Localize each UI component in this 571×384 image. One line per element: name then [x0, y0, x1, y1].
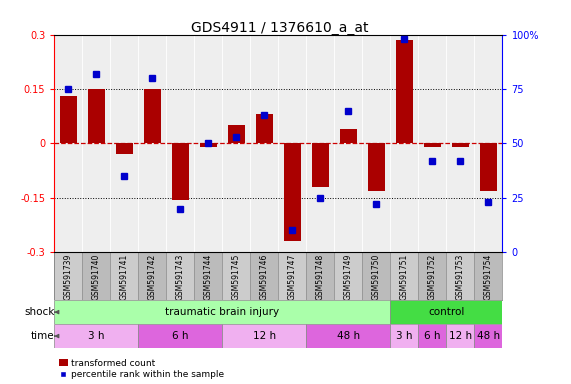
Text: GSM591746: GSM591746: [260, 254, 269, 300]
Bar: [307, 324, 391, 348]
Bar: [391, 300, 502, 324]
Bar: [144, 89, 160, 143]
Text: GSM591750: GSM591750: [372, 254, 381, 300]
Bar: [138, 252, 166, 300]
Bar: [447, 252, 475, 300]
Text: 3 h: 3 h: [396, 331, 413, 341]
Bar: [340, 129, 357, 143]
Text: control: control: [428, 307, 465, 317]
Bar: [110, 252, 138, 300]
Bar: [222, 324, 307, 348]
Text: time: time: [31, 331, 54, 341]
Bar: [307, 252, 335, 300]
Bar: [447, 324, 475, 348]
Bar: [60, 96, 77, 143]
Bar: [475, 252, 502, 300]
Text: 3 h: 3 h: [88, 331, 104, 341]
Text: GSM591745: GSM591745: [232, 254, 241, 300]
Text: GSM591743: GSM591743: [176, 254, 185, 300]
Bar: [452, 143, 469, 147]
Bar: [194, 252, 222, 300]
Text: GSM591747: GSM591747: [288, 254, 297, 300]
Bar: [284, 143, 301, 242]
Bar: [54, 324, 138, 348]
Text: GSM591744: GSM591744: [204, 254, 213, 300]
Bar: [228, 125, 245, 143]
Text: GSM591739: GSM591739: [64, 254, 73, 300]
Text: GSM591754: GSM591754: [484, 254, 493, 300]
Text: 6 h: 6 h: [424, 331, 441, 341]
Bar: [88, 89, 104, 143]
Bar: [391, 324, 419, 348]
Text: 12 h: 12 h: [449, 331, 472, 341]
Text: GSM591752: GSM591752: [428, 254, 437, 300]
Bar: [419, 324, 447, 348]
Legend: transformed count, percentile rank within the sample: transformed count, percentile rank withi…: [59, 359, 224, 379]
Bar: [54, 252, 82, 300]
Bar: [480, 143, 497, 190]
Text: GSM591749: GSM591749: [344, 254, 353, 300]
Bar: [82, 252, 110, 300]
Bar: [363, 252, 391, 300]
Text: shock: shock: [24, 307, 54, 317]
Text: 12 h: 12 h: [253, 331, 276, 341]
Text: GSM591751: GSM591751: [400, 254, 409, 300]
Bar: [391, 252, 419, 300]
Bar: [54, 300, 391, 324]
Text: GSM591753: GSM591753: [456, 254, 465, 300]
Bar: [335, 252, 363, 300]
Bar: [250, 252, 279, 300]
Text: GSM591741: GSM591741: [120, 254, 129, 300]
Bar: [222, 252, 250, 300]
Bar: [166, 252, 194, 300]
Bar: [396, 40, 413, 143]
Bar: [424, 143, 441, 147]
Bar: [475, 324, 502, 348]
Bar: [172, 143, 188, 200]
Bar: [419, 252, 447, 300]
Text: GSM591740: GSM591740: [92, 254, 100, 300]
Bar: [138, 324, 222, 348]
Text: 48 h: 48 h: [337, 331, 360, 341]
Text: GSM591748: GSM591748: [316, 254, 325, 300]
Text: 48 h: 48 h: [477, 331, 500, 341]
Text: traumatic brain injury: traumatic brain injury: [165, 307, 279, 317]
Bar: [279, 252, 307, 300]
Text: GSM591742: GSM591742: [148, 254, 157, 300]
Text: GDS4911 / 1376610_a_at: GDS4911 / 1376610_a_at: [191, 21, 368, 35]
Bar: [368, 143, 385, 190]
Bar: [200, 143, 217, 147]
Bar: [256, 114, 273, 143]
Bar: [116, 143, 132, 154]
Bar: [312, 143, 329, 187]
Text: 6 h: 6 h: [172, 331, 188, 341]
